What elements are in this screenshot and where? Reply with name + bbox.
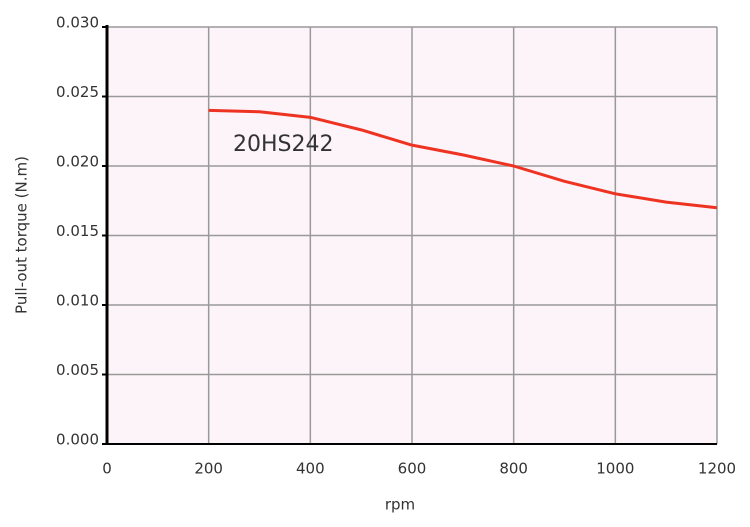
annotation: 20HS242 [233, 132, 334, 157]
x-tick-label: 1200 [698, 460, 736, 478]
y-axis-label: Pull-out torque (N.m) [13, 156, 31, 314]
y-tick-label: 0.005 [56, 361, 99, 379]
x-tick-label: 0 [102, 460, 112, 478]
x-tick-label: 400 [296, 460, 325, 478]
y-tick-label: 0.015 [56, 222, 99, 240]
y-tick-label: 0.000 [56, 431, 99, 449]
x-tick-label: 600 [398, 460, 427, 478]
y-tick-label: 0.025 [56, 83, 99, 101]
y-tick-label: 0.010 [56, 292, 99, 310]
x-tick-label: 800 [499, 460, 528, 478]
y-tick-label: 0.030 [56, 14, 99, 32]
data-line [208, 108, 718, 210]
y-tick-label: 0.020 [56, 153, 99, 171]
x-axis-label: rpm [385, 496, 415, 514]
x-tick-label: 200 [194, 460, 223, 478]
x-tick-label: 1000 [596, 460, 634, 478]
